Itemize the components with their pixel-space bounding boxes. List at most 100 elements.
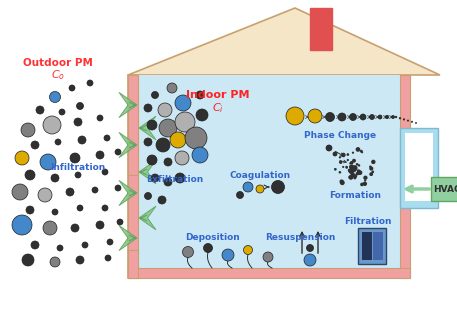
Circle shape — [158, 196, 166, 204]
Text: Deposition: Deposition — [185, 232, 239, 242]
Circle shape — [21, 123, 35, 137]
Text: Resuspension: Resuspension — [265, 232, 335, 242]
Circle shape — [351, 172, 355, 176]
Circle shape — [369, 165, 372, 168]
Polygon shape — [119, 92, 137, 118]
Circle shape — [102, 169, 108, 175]
Circle shape — [351, 167, 355, 171]
Circle shape — [115, 185, 121, 191]
Text: Coagulation: Coagulation — [229, 171, 291, 180]
Text: Phase Change: Phase Change — [304, 130, 376, 139]
Circle shape — [147, 155, 157, 165]
Circle shape — [115, 149, 121, 155]
Circle shape — [156, 138, 170, 152]
Text: Filtration: Filtration — [344, 218, 392, 226]
Circle shape — [96, 151, 104, 159]
Circle shape — [152, 91, 159, 99]
Circle shape — [97, 115, 103, 121]
Circle shape — [26, 206, 34, 214]
Text: Outdoor PM: Outdoor PM — [23, 58, 93, 68]
Text: $C_i$: $C_i$ — [212, 101, 224, 115]
Circle shape — [222, 249, 234, 261]
Circle shape — [74, 118, 82, 126]
Circle shape — [345, 166, 348, 169]
Circle shape — [104, 135, 110, 141]
Circle shape — [31, 241, 39, 249]
Circle shape — [371, 160, 376, 164]
Circle shape — [403, 118, 405, 121]
Circle shape — [351, 165, 353, 167]
Text: Formation: Formation — [329, 191, 381, 200]
Bar — [373, 232, 383, 260]
Circle shape — [353, 174, 357, 178]
Circle shape — [353, 167, 357, 171]
Circle shape — [349, 175, 353, 180]
Circle shape — [326, 145, 332, 151]
Circle shape — [82, 242, 88, 248]
Circle shape — [415, 122, 417, 124]
Circle shape — [25, 170, 35, 180]
Polygon shape — [139, 206, 156, 230]
Circle shape — [244, 245, 253, 255]
Circle shape — [378, 115, 382, 119]
Circle shape — [12, 215, 32, 235]
Circle shape — [352, 165, 357, 170]
Circle shape — [203, 243, 213, 252]
Text: HVAC: HVAC — [433, 184, 457, 193]
Circle shape — [107, 239, 113, 245]
Circle shape — [102, 205, 108, 211]
Circle shape — [40, 154, 56, 170]
Polygon shape — [128, 8, 440, 75]
Text: Indoor PM: Indoor PM — [186, 90, 250, 100]
Bar — [400, 75, 410, 278]
Circle shape — [38, 188, 52, 202]
Polygon shape — [119, 180, 137, 205]
Circle shape — [351, 165, 354, 167]
Bar — [362, 232, 372, 260]
Circle shape — [158, 103, 172, 117]
Circle shape — [353, 176, 356, 180]
Circle shape — [339, 156, 341, 159]
Circle shape — [360, 114, 366, 120]
Circle shape — [170, 132, 186, 148]
Circle shape — [350, 113, 356, 121]
Circle shape — [76, 256, 84, 264]
Circle shape — [304, 254, 316, 266]
Circle shape — [351, 167, 356, 172]
Circle shape — [271, 180, 285, 193]
Circle shape — [356, 172, 359, 175]
Circle shape — [339, 160, 342, 164]
Bar — [138, 75, 400, 268]
Circle shape — [360, 183, 364, 186]
Circle shape — [356, 163, 358, 166]
Circle shape — [49, 91, 60, 103]
Circle shape — [147, 120, 157, 130]
Circle shape — [78, 136, 86, 144]
Circle shape — [350, 171, 353, 174]
Bar — [128, 250, 138, 278]
Circle shape — [196, 91, 204, 99]
Circle shape — [75, 172, 81, 178]
Circle shape — [357, 170, 362, 175]
Circle shape — [31, 141, 39, 149]
Circle shape — [352, 152, 354, 154]
Circle shape — [43, 116, 61, 134]
Circle shape — [66, 188, 74, 196]
Circle shape — [349, 169, 353, 174]
Circle shape — [237, 192, 244, 198]
Circle shape — [350, 161, 354, 164]
Circle shape — [399, 117, 401, 119]
Circle shape — [363, 176, 367, 180]
Circle shape — [144, 104, 152, 112]
Circle shape — [286, 107, 304, 125]
Circle shape — [12, 184, 28, 200]
Bar — [358, 228, 386, 264]
Circle shape — [356, 147, 360, 152]
Circle shape — [307, 244, 314, 252]
Circle shape — [164, 158, 172, 166]
Circle shape — [385, 115, 389, 119]
Circle shape — [334, 168, 337, 171]
Circle shape — [360, 150, 363, 153]
Circle shape — [349, 164, 354, 169]
Circle shape — [92, 187, 98, 193]
